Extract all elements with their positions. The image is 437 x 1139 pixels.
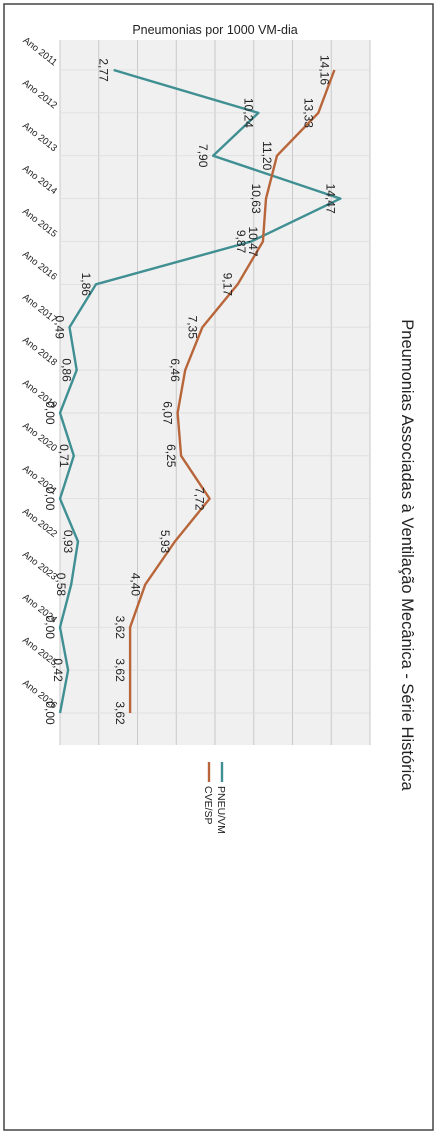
data-labels: 2,77 10,24 7,90 14,47 9,87 1,86 0,49 0,86 0,00 0,… <box>43 55 337 725</box>
series-lines <box>58 68 342 714</box>
data-label: 10,47 <box>246 226 260 256</box>
data-label: 0,58 <box>54 573 68 597</box>
data-label: 11,20 <box>260 141 274 170</box>
data-label: 3,62 <box>113 616 127 640</box>
data-label: 0,42 <box>51 658 65 682</box>
data-label: 4,40 <box>128 573 142 597</box>
data-label: 10,24 <box>241 98 255 128</box>
legend-label: CVE/SP <box>202 786 214 825</box>
data-label: 0,00 <box>43 487 57 511</box>
data-label: 6,07 <box>161 401 175 425</box>
data-label: 9,87 <box>234 230 248 254</box>
legend-label: PNEU/VM <box>215 786 227 834</box>
chart-title: Pneumonias Associadas à Ventilação Mecân… <box>398 319 416 791</box>
y-axis-label: Pneumonias por 1000 VM-dia <box>132 23 297 37</box>
data-label: 0,00 <box>43 401 57 425</box>
data-label: 7,72 <box>193 487 207 511</box>
series-line <box>58 68 342 714</box>
data-label: 9,17 <box>221 273 235 297</box>
data-label: 14,47 <box>323 184 337 214</box>
data-label: 5,93 <box>158 530 172 554</box>
data-label: 0,86 <box>60 358 74 382</box>
data-label: 2,77 <box>97 58 111 82</box>
data-label: 0,00 <box>43 701 57 725</box>
data-label: 0,71 <box>57 444 71 468</box>
data-label: 3,62 <box>113 701 127 725</box>
data-label: 14,16 <box>317 55 331 85</box>
series-line <box>128 69 336 713</box>
data-label: 1,86 <box>79 273 93 297</box>
data-label: 3,62 <box>113 658 127 682</box>
gridlines <box>59 40 371 745</box>
data-label: 7,90 <box>196 144 210 168</box>
data-label: 0,93 <box>61 530 75 554</box>
data-label: 10,63 <box>249 184 263 214</box>
data-label: 7,35 <box>185 316 199 340</box>
data-label: 6,25 <box>164 444 178 468</box>
data-label: 0,49 <box>53 316 67 340</box>
data-label: 6,46 <box>168 358 182 382</box>
data-label: 13,33 <box>301 98 315 128</box>
data-label: 0,00 <box>43 616 57 640</box>
